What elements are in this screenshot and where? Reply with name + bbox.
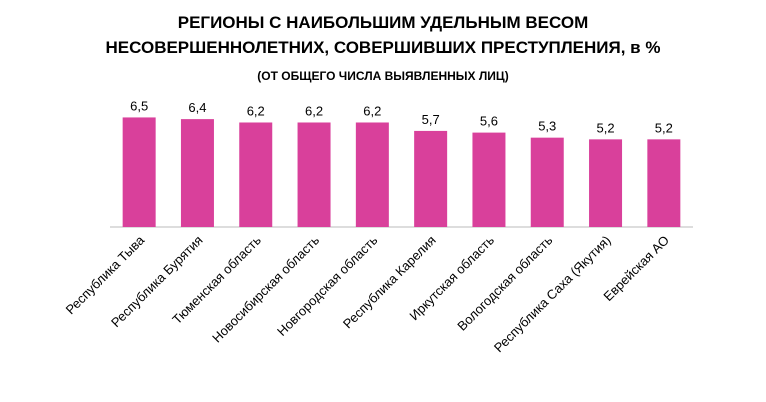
- x-tick-label: Вологодская область: [454, 232, 555, 333]
- data-label: 5,2: [597, 120, 615, 135]
- bar: [589, 139, 623, 227]
- x-tick-label: Новгородская область: [274, 232, 381, 339]
- data-label: 5,7: [422, 112, 440, 127]
- data-label: 6,2: [247, 103, 265, 118]
- data-label: 6,2: [305, 103, 323, 118]
- bar: [530, 137, 564, 227]
- data-label: 5,2: [655, 120, 673, 135]
- data-label: 6,2: [363, 103, 381, 118]
- bar: [122, 117, 156, 227]
- x-tick-label: Новосибирская область: [209, 232, 322, 345]
- bar: [239, 122, 273, 227]
- data-label: 5,6: [480, 114, 498, 129]
- bar: [647, 139, 681, 227]
- bar: [472, 132, 506, 227]
- bar: [414, 130, 448, 227]
- chart-subtitle: (ОТ ОБЩЕГО ЧИСЛА ВЫЯВЛЕННЫХ ЛИЦ): [257, 69, 508, 83]
- data-label: 6,5: [130, 98, 148, 113]
- chart-title: РЕГИОНЫ С НАИБОЛЬШИМ УДЕЛЬНЫМ ВЕСОМ: [178, 13, 589, 32]
- bar: [297, 122, 331, 227]
- bar: [355, 122, 389, 227]
- data-label: 5,3: [538, 119, 556, 134]
- chart-title: НЕСОВЕРШЕННОЛЕТНИХ, СОВЕРШИВШИХ ПРЕСТУПЛ…: [106, 38, 661, 57]
- x-tick-label: Республика Саха (Якутия): [491, 233, 614, 356]
- data-label: 6,4: [188, 100, 206, 115]
- bar: [180, 119, 214, 227]
